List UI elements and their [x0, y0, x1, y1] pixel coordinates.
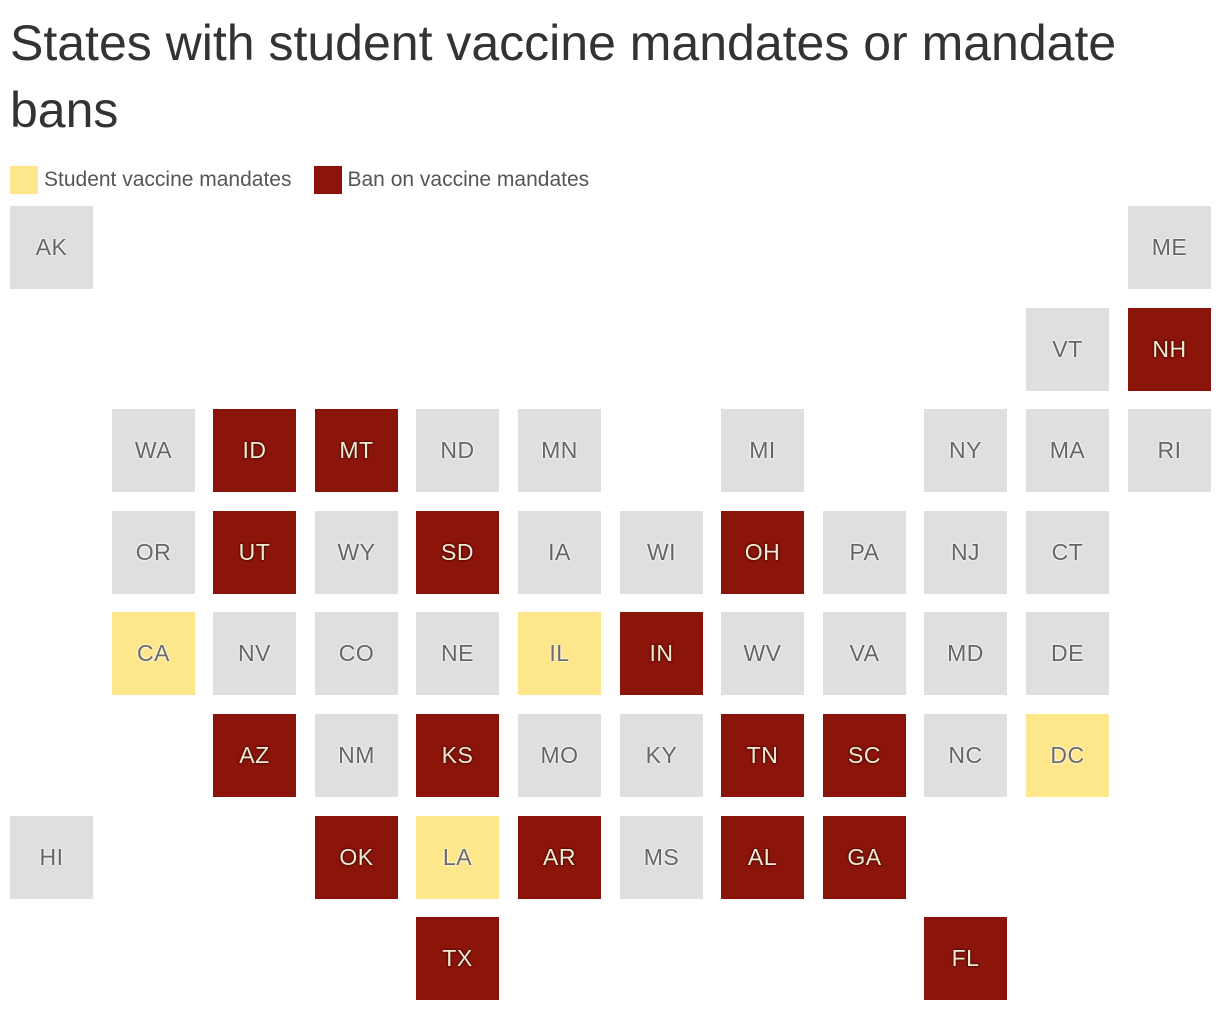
legend-label-ban: Ban on vaccine mandates [347, 168, 590, 191]
legend-swatch-ban [313, 166, 342, 194]
legend-swatch-mandate [10, 166, 38, 194]
state-tile-dc: DC [1026, 714, 1109, 797]
state-tile-nm: NM [315, 714, 398, 797]
state-tile-mt: MT [315, 409, 398, 492]
state-tile-nd: ND [416, 409, 499, 492]
legend: Student vaccine mandates Ban on vaccine … [10, 165, 611, 195]
state-tile-az: AZ [213, 714, 296, 797]
state-tile-ia: IA [518, 511, 601, 594]
state-tile-ga: GA [823, 816, 906, 899]
state-tile-me: ME [1128, 206, 1211, 289]
state-tile-hi: HI [10, 816, 93, 899]
state-tile-il: IL [518, 612, 601, 695]
state-tile-nv: NV [213, 612, 296, 695]
state-tile-wi: WI [620, 511, 703, 594]
state-tile-nh: NH [1128, 308, 1211, 391]
state-tile-fl: FL [924, 917, 1007, 1000]
state-tile-ms: MS [620, 816, 703, 899]
state-tile-ny: NY [924, 409, 1007, 492]
state-tile-or: OR [112, 511, 195, 594]
state-tile-va: VA [823, 612, 906, 695]
chart-title: States with student vaccine mandates or … [10, 15, 1117, 138]
state-tile-vt: VT [1026, 308, 1109, 391]
state-tile-ks: KS [416, 714, 499, 797]
state-tile-tn: TN [721, 714, 804, 797]
state-tile-tx: TX [416, 917, 499, 1000]
state-tile-de: DE [1026, 612, 1109, 695]
state-tile-id: ID [213, 409, 296, 492]
state-tile-ky: KY [620, 714, 703, 797]
state-tile-ak: AK [10, 206, 93, 289]
state-tile-ri: RI [1128, 409, 1211, 492]
state-tile-ca: CA [112, 612, 195, 695]
state-tile-ok: OK [315, 816, 398, 899]
state-tile-mo: MO [518, 714, 601, 797]
state-tile-la: LA [416, 816, 499, 899]
state-tile-oh: OH [721, 511, 804, 594]
state-tile-ma: MA [1026, 409, 1109, 492]
state-tile-wv: WV [721, 612, 804, 695]
state-tile-wa: WA [112, 409, 195, 492]
state-tile-mn: MN [518, 409, 601, 492]
state-tile-ne: NE [416, 612, 499, 695]
state-tile-al: AL [721, 816, 804, 899]
state-tile-in: IN [620, 612, 703, 695]
legend-item-mandate: Student vaccine mandates [10, 166, 292, 194]
legend-item-ban: Ban on vaccine mandates [313, 166, 590, 194]
state-tile-sd: SD [416, 511, 499, 594]
state-tile-sc: SC [823, 714, 906, 797]
state-tile-co: CO [315, 612, 398, 695]
state-tile-ut: UT [213, 511, 296, 594]
state-tile-pa: PA [823, 511, 906, 594]
state-tile-nj: NJ [924, 511, 1007, 594]
legend-label-mandate: Student vaccine mandates [44, 168, 292, 191]
state-tile-mi: MI [721, 409, 804, 492]
state-tile-nc: NC [924, 714, 1007, 797]
state-tile-wy: WY [315, 511, 398, 594]
state-tile-ar: AR [518, 816, 601, 899]
state-tile-ct: CT [1026, 511, 1109, 594]
state-tile-md: MD [924, 612, 1007, 695]
